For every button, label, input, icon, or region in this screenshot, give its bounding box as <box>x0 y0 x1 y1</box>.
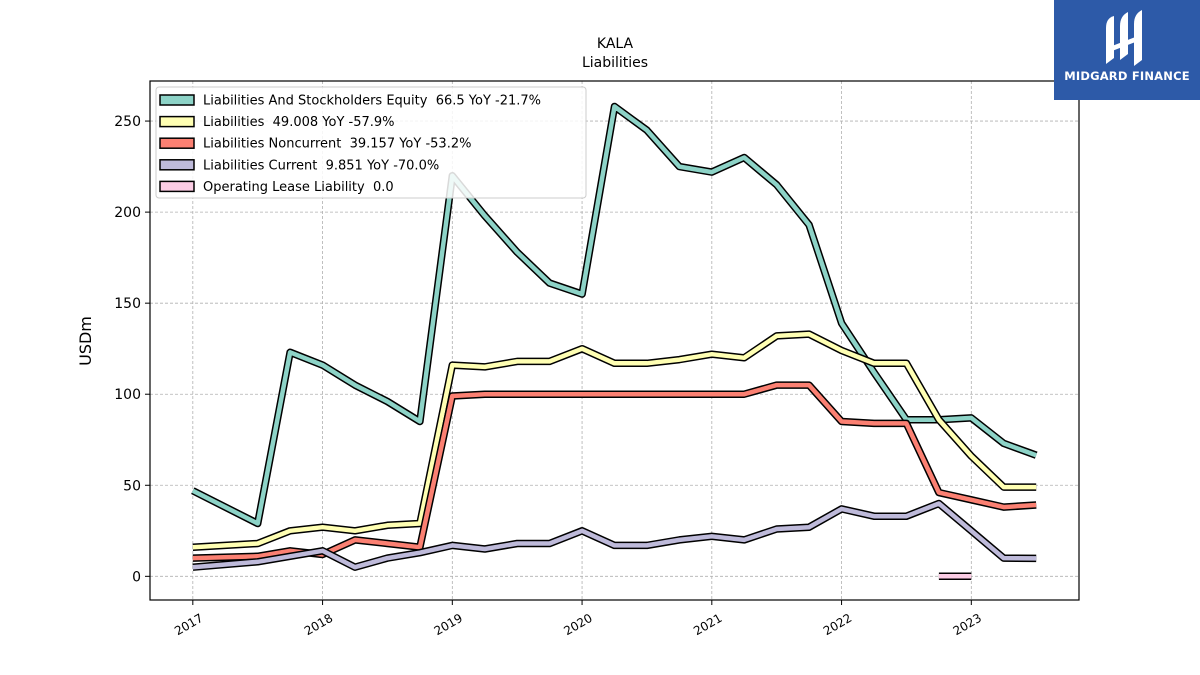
y-tick-label: 150 <box>114 296 141 312</box>
plot-frame <box>149 80 1080 601</box>
legend-label: Liabilities 49.008 YoY -57.9% <box>203 115 395 130</box>
series-line-liabilities-and-stockholders-equity <box>191 104 1037 526</box>
brand-logo-text: MIDGARD FINANCE <box>1064 69 1190 83</box>
series-outline-liabilities-noncurrent <box>192 381 1037 562</box>
brand-logo-icon <box>1106 10 1142 66</box>
y-tick-label: 0 <box>132 569 141 585</box>
y-axis-label: USDm <box>76 316 95 366</box>
legend-swatch <box>159 180 195 193</box>
chart-subtitle: Liabilities <box>582 55 648 71</box>
legend-label: Liabilities Noncurrent 39.157 YoY -53.2% <box>203 137 471 152</box>
series-line-liabilities <box>192 331 1037 550</box>
legend-swatch <box>159 115 195 128</box>
legend-swatch <box>159 137 195 149</box>
series-line-liabilities-noncurrent <box>192 382 1037 561</box>
x-tick-label: 2018 <box>302 611 335 638</box>
legend: Liabilities And Stockholders Equity 66.5… <box>155 86 587 199</box>
series-lines <box>191 102 1038 581</box>
y-tick-label: 100 <box>114 387 141 403</box>
legend-label: Operating Lease Liability 0.0 <box>203 180 394 195</box>
y-tick-label: 50 <box>123 478 141 494</box>
y-tick-label: 250 <box>114 114 141 130</box>
x-tick-label: 2017 <box>172 611 205 638</box>
x-tick-label: 2022 <box>821 611 854 638</box>
legend-label: Liabilities And Stockholders Equity 66.5… <box>203 94 541 109</box>
y-tick-label: 200 <box>114 205 141 221</box>
legend-swatch <box>159 94 195 106</box>
x-tick-label: 2020 <box>561 611 594 638</box>
x-tick-label: 2023 <box>951 611 984 638</box>
chart-title: KALA <box>597 36 634 52</box>
x-tick-label: 2019 <box>432 611 465 638</box>
legend-label: Liabilities Current 9.851 YoY -70.0% <box>203 158 439 173</box>
brand-logo: MIDGARD FINANCE <box>1054 0 1200 100</box>
series-line-liabilities-current <box>192 501 1037 570</box>
x-tick-label: 2021 <box>691 611 724 638</box>
legend-box <box>155 86 587 199</box>
legend-swatch <box>159 159 195 171</box>
